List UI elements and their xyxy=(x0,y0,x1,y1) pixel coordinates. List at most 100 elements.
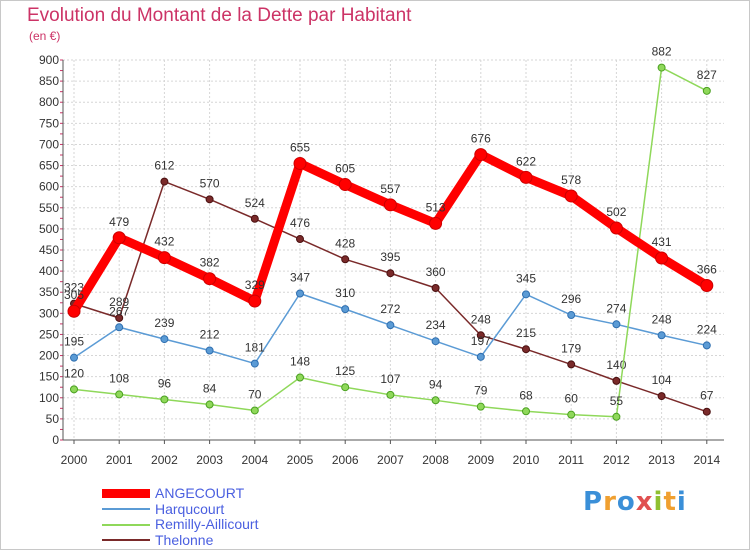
data-point xyxy=(564,189,578,203)
data-point xyxy=(160,177,169,186)
data-label: 578 xyxy=(561,173,581,187)
x-tick-label: 2012 xyxy=(603,453,630,467)
x-tick-label: 2011 xyxy=(558,453,584,467)
logo-letter: x xyxy=(635,487,654,517)
logo-letter: P xyxy=(583,487,604,517)
logo-letter: o xyxy=(616,487,636,517)
legend-label: Thelonne xyxy=(155,531,214,548)
data-point xyxy=(386,390,395,399)
data-point xyxy=(702,86,711,95)
data-point xyxy=(296,289,304,298)
data-label: 310 xyxy=(335,286,355,300)
data-label: 476 xyxy=(290,216,310,230)
data-point xyxy=(115,390,124,399)
data-point xyxy=(612,320,621,329)
data-point xyxy=(567,410,576,419)
y-tick-label: 850 xyxy=(39,74,59,88)
y-tick-label: 700 xyxy=(39,137,59,151)
data-label: 181 xyxy=(245,341,265,355)
x-tick-label: 2009 xyxy=(467,453,494,467)
data-label: 79 xyxy=(474,384,488,398)
x-tick-label: 2010 xyxy=(513,453,540,467)
logo-letter: i xyxy=(676,487,687,517)
data-label: 107 xyxy=(380,372,400,386)
data-point xyxy=(476,402,485,411)
data-label: 366 xyxy=(697,262,717,276)
legend-item: Thelonne xyxy=(102,531,402,549)
data-label: 329 xyxy=(245,278,265,292)
data-label: 67 xyxy=(700,389,714,403)
data-point xyxy=(431,337,440,346)
data-point xyxy=(655,251,669,265)
y-tick-label: 800 xyxy=(39,95,59,109)
data-point xyxy=(248,294,262,308)
y-tick-label: 250 xyxy=(39,327,59,341)
data-label: 570 xyxy=(200,176,220,190)
data-label: 622 xyxy=(516,154,536,168)
logo-letter: r xyxy=(603,487,617,517)
data-label: 60 xyxy=(565,392,579,406)
y-tick-label: 400 xyxy=(39,264,59,278)
data-point xyxy=(70,353,78,362)
data-label: 248 xyxy=(471,312,491,326)
data-label: 55 xyxy=(610,394,624,408)
data-point xyxy=(476,352,485,361)
data-label: 104 xyxy=(652,373,672,387)
data-label: 84 xyxy=(203,382,217,396)
data-point xyxy=(296,235,304,244)
logo-letter: i xyxy=(653,487,664,517)
data-point xyxy=(702,407,711,416)
data-label: 224 xyxy=(697,322,717,336)
x-tick-label: 2008 xyxy=(422,453,449,467)
data-label: 234 xyxy=(426,318,446,332)
x-tick-label: 2002 xyxy=(151,453,178,467)
y-tick-label: 450 xyxy=(39,243,59,257)
data-point xyxy=(160,335,169,344)
data-point xyxy=(612,376,621,385)
data-label: 120 xyxy=(64,366,84,380)
data-point xyxy=(702,341,711,350)
data-point xyxy=(431,396,440,405)
data-label: 382 xyxy=(200,256,220,270)
y-tick-label: 150 xyxy=(39,370,59,384)
proxiti-logo: Proxiti xyxy=(583,487,687,517)
data-label: 148 xyxy=(290,355,310,369)
data-point xyxy=(474,148,488,162)
legend-swatch xyxy=(102,539,150,542)
data-point xyxy=(383,198,397,212)
y-tick-label: 0 xyxy=(52,433,59,447)
chart-title: Evolution du Montant de la Dette par Hab… xyxy=(27,5,412,26)
data-label: 68 xyxy=(519,388,533,402)
logo-letter: t xyxy=(663,487,677,517)
data-point xyxy=(567,311,576,320)
data-point xyxy=(67,304,81,318)
y-tick-label: 300 xyxy=(39,306,59,320)
data-label: 267 xyxy=(109,304,129,318)
data-label: 215 xyxy=(516,326,536,340)
data-label: 882 xyxy=(652,45,672,59)
legend-swatch xyxy=(102,523,150,526)
data-label: 323 xyxy=(64,281,84,295)
data-point xyxy=(612,412,621,421)
data-point xyxy=(341,305,350,314)
data-label: 125 xyxy=(335,364,355,378)
data-label: 296 xyxy=(561,292,581,306)
data-label: 179 xyxy=(561,341,581,355)
data-label: 197 xyxy=(471,334,491,348)
data-label: 347 xyxy=(290,270,310,284)
legend-swatch xyxy=(102,508,150,511)
data-label: 360 xyxy=(426,265,446,279)
data-label: 345 xyxy=(516,271,536,285)
data-point xyxy=(205,400,214,409)
y-tick-label: 600 xyxy=(39,180,59,194)
data-point xyxy=(112,231,126,245)
data-label: 70 xyxy=(248,387,262,401)
data-point xyxy=(293,156,307,170)
y-tick-label: 100 xyxy=(39,391,59,405)
data-label: 289 xyxy=(109,295,129,309)
x-tick-label: 2014 xyxy=(693,453,720,467)
data-label: 248 xyxy=(652,312,672,326)
data-label: 395 xyxy=(380,250,400,264)
data-point xyxy=(386,269,395,278)
x-tick-label: 2007 xyxy=(377,453,404,467)
